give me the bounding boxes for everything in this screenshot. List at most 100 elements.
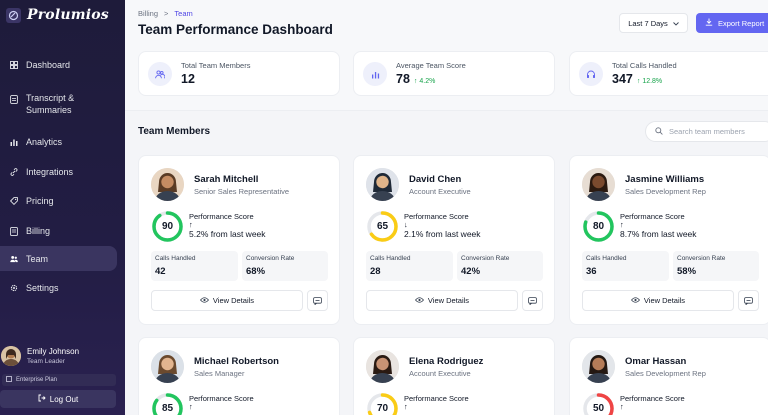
- trend-arrow-icon: ↑: [189, 220, 193, 229]
- score-value: 90: [161, 221, 174, 232]
- headset-icon: [579, 62, 603, 86]
- score-value: 70: [376, 403, 389, 414]
- sidebar-item-analytics[interactable]: Analytics: [0, 127, 117, 157]
- view-details-label: View Details: [427, 296, 470, 305]
- building-icon: [6, 376, 12, 384]
- sidebar-nav: Dashboard Transcript & Summaries Analyti…: [0, 50, 125, 300]
- sidebar-item-integrations[interactable]: Integrations: [0, 157, 117, 186]
- sidebar: Prolumios Dashboard Transcript & Summari…: [0, 0, 125, 415]
- conversion-metric: Conversion Rate 68%: [242, 251, 328, 281]
- score-change: 5.2% from last week: [189, 229, 266, 239]
- member-role: Account Executive: [409, 369, 471, 378]
- search-input[interactable]: Search team members: [645, 121, 768, 142]
- team-section-title: Team Members: [138, 126, 211, 137]
- score-change: 2.1% from last week: [404, 229, 481, 239]
- score-ring: [367, 393, 398, 415]
- sidebar-item-settings[interactable]: Settings: [0, 271, 117, 300]
- date-range-value: Last 7 Days: [628, 18, 668, 28]
- sidebar-item-transcripts[interactable]: Transcript & Summaries: [0, 82, 117, 127]
- arrow-up-icon: ↑: [413, 78, 420, 85]
- score-ring: [152, 211, 183, 242]
- stat-label: Average Team Score: [396, 61, 466, 70]
- team-member-card: Omar Hassan Sales Development Rep 50 Per…: [569, 337, 768, 415]
- profile-role: Team Leader: [27, 358, 65, 365]
- view-details-label: View Details: [212, 296, 255, 305]
- metric-label: Conversion Rate: [677, 255, 726, 262]
- score-ring: [583, 211, 614, 242]
- view-details-button[interactable]: View Details: [582, 290, 734, 311]
- metric-value: 36: [586, 266, 597, 277]
- stat-total-members: Total Team Members 12: [138, 51, 340, 96]
- metric-label: Conversion Rate: [461, 255, 510, 262]
- eye-icon: [199, 296, 209, 305]
- sidebar-item-label: Transcript & Summaries: [26, 93, 75, 115]
- export-report-button[interactable]: Export Report: [696, 13, 768, 33]
- metric-value: 28: [370, 266, 381, 277]
- score-label: Performance Score: [620, 212, 685, 221]
- member-name: David Chen: [409, 174, 462, 185]
- avatar-photo: [151, 350, 184, 383]
- sidebar-item-team[interactable]: Team: [0, 246, 117, 271]
- bar-chart-icon: [10, 137, 18, 147]
- stat-change-value: 4.2%: [419, 78, 436, 85]
- view-details-button[interactable]: View Details: [366, 290, 518, 311]
- breadcrumb-current[interactable]: Team: [174, 9, 193, 18]
- breadcrumb: Billing > Team: [138, 9, 193, 18]
- stat-number: 12: [181, 72, 195, 86]
- score-ring: [367, 211, 398, 242]
- metric-value: 42: [155, 266, 166, 277]
- gear-icon: [10, 283, 18, 293]
- sidebar-item-dashboard[interactable]: Dashboard: [0, 50, 117, 76]
- member-role: Sales Development Rep: [625, 369, 706, 378]
- trend-arrow-icon: ↑: [620, 220, 624, 229]
- tag-icon: [10, 196, 18, 206]
- score-label: Performance Score: [189, 212, 254, 221]
- message-icon: [528, 292, 537, 310]
- receipt-icon: [10, 226, 18, 236]
- conversion-metric: Conversion Rate 42%: [457, 251, 543, 281]
- logout-button[interactable]: Log Out: [0, 390, 116, 408]
- member-name: Omar Hassan: [625, 356, 687, 367]
- avatar: [366, 168, 399, 201]
- team-member-card: Jasmine Williams Sales Development Rep 8…: [569, 155, 768, 325]
- view-details-button[interactable]: View Details: [151, 290, 303, 311]
- download-icon: [705, 18, 713, 28]
- date-range-select[interactable]: Last 7 Days: [619, 13, 688, 33]
- stat-change: ↑ 4.2%: [414, 78, 435, 85]
- stat-number: 347: [612, 72, 633, 86]
- score-label: Performance Score: [404, 212, 469, 221]
- metric-value: 42%: [461, 266, 481, 277]
- member-role: Account Executive: [409, 187, 471, 196]
- sidebar-item-label: Settings: [26, 283, 59, 293]
- score-value: 50: [592, 403, 605, 414]
- calls-metric: Calls Handled 36: [582, 251, 669, 281]
- trend-arrow-icon: ↑: [404, 402, 408, 411]
- breadcrumb-parent[interactable]: Billing: [138, 9, 159, 18]
- avatar: [366, 350, 399, 383]
- sidebar-item-label: Analytics: [26, 137, 63, 147]
- score-change: 8.7% from last week: [620, 229, 697, 239]
- sidebar-item-billing[interactable]: Billing: [0, 216, 117, 245]
- link-icon: [10, 167, 18, 177]
- arrow-up-icon: ↑: [636, 78, 643, 85]
- message-button[interactable]: [738, 290, 759, 311]
- sidebar-item-pricing[interactable]: Pricing: [0, 186, 117, 216]
- score-label: Performance Score: [404, 394, 469, 403]
- score-value: 80: [592, 221, 605, 232]
- score-ring: [583, 393, 614, 415]
- team-icon: [148, 62, 172, 86]
- message-button[interactable]: [522, 290, 543, 311]
- avatar-photo: [582, 168, 615, 201]
- plan-badge: Enterprise Plan: [2, 374, 116, 386]
- message-button[interactable]: [307, 290, 328, 311]
- calls-metric: Calls Handled 42: [151, 251, 238, 281]
- user-profile[interactable]: Emily Johnson Team Leader: [0, 346, 79, 366]
- stat-value: 347 ↑ 12.8%: [612, 72, 662, 86]
- export-report-label: Export Report: [718, 18, 765, 28]
- message-icon: [313, 292, 322, 310]
- logout-label: Log Out: [49, 394, 79, 404]
- profile-name: Emily Johnson: [27, 347, 80, 356]
- team-member-card: Sarah Mitchell Senior Sales Representati…: [138, 155, 340, 325]
- brand[interactable]: Prolumios: [6, 7, 109, 23]
- calls-metric: Calls Handled 28: [366, 251, 453, 281]
